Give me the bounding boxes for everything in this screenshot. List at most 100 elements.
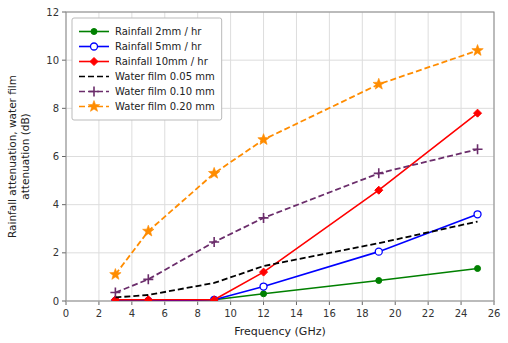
y-axis-label-line: attenuation (dB) <box>19 113 31 199</box>
series <box>110 45 484 280</box>
y-tick <box>62 204 66 205</box>
x-axis-label: Frequency (GHz) <box>234 325 325 338</box>
y-tick <box>62 12 66 13</box>
series-line <box>115 214 477 301</box>
plot-background <box>66 12 494 301</box>
x-tick-label: 22 <box>422 308 435 319</box>
point <box>475 265 481 271</box>
series <box>115 222 477 298</box>
x-tick-label: 0 <box>63 308 69 319</box>
legend-marker <box>91 43 98 50</box>
legend-label: Rainfall 2mm / hr <box>115 26 202 37</box>
point <box>376 278 382 284</box>
series-line <box>115 222 477 298</box>
point <box>260 283 267 290</box>
point <box>261 291 267 297</box>
x-tick <box>197 301 198 305</box>
y-grid-line <box>66 204 494 205</box>
point <box>259 213 269 223</box>
x-tick <box>461 301 462 305</box>
legend: Rainfall 2mm / hr Rainfall 5mm / hr Rainfa… <box>72 18 222 120</box>
x-tick <box>66 301 67 305</box>
point <box>474 211 481 218</box>
legend-label: Water film 0.20 mm <box>115 101 215 112</box>
y-tick <box>62 301 66 302</box>
series <box>111 109 481 301</box>
x-tick-label: 8 <box>195 308 201 319</box>
point <box>210 296 218 301</box>
x-tick-label: 10 <box>224 308 237 319</box>
point <box>375 248 382 255</box>
x-tick-label: 20 <box>389 308 402 319</box>
point <box>211 297 217 301</box>
y-axis-label: Rainfall attenuation, water filmattenuat… <box>6 75 31 238</box>
x-tick <box>131 301 132 305</box>
x-tick <box>395 301 396 305</box>
series-line <box>115 113 477 300</box>
x-tick <box>296 301 297 305</box>
series <box>112 211 481 301</box>
point <box>211 296 218 301</box>
x-tick <box>329 301 330 305</box>
x-tick <box>98 301 99 305</box>
series-line <box>115 268 477 301</box>
point <box>208 167 219 178</box>
series <box>112 265 480 301</box>
point <box>260 268 268 276</box>
point <box>110 269 121 280</box>
chart: 02468101214161820222426024681012Frequenc… <box>0 0 508 343</box>
axes: 02468101214161820222426024681012 <box>46 7 500 320</box>
x-tick-label: 4 <box>129 308 135 319</box>
point <box>143 225 154 236</box>
legend-marker <box>91 29 97 35</box>
y-tick <box>62 108 66 109</box>
point <box>375 186 383 194</box>
y-tick-label: 0 <box>53 296 59 307</box>
y-tick <box>62 156 66 157</box>
x-tick <box>362 301 363 305</box>
series-line <box>115 149 477 292</box>
x-tick <box>263 301 264 305</box>
x-tick-label: 12 <box>257 308 270 319</box>
series <box>110 144 482 297</box>
point <box>473 144 483 154</box>
y-tick <box>62 60 66 61</box>
x-tick <box>230 301 231 305</box>
y-tick-label: 12 <box>46 7 59 18</box>
point <box>143 274 153 284</box>
y-tick <box>62 252 66 253</box>
x-tick-label: 26 <box>488 308 501 319</box>
point <box>110 288 120 298</box>
legend-label: Water film 0.05 mm <box>115 71 215 82</box>
point <box>472 45 483 56</box>
legend-marker <box>88 101 99 112</box>
x-tick-label: 18 <box>356 308 369 319</box>
x-tick-label: 6 <box>162 308 168 319</box>
legend-box <box>72 18 222 120</box>
point <box>144 296 152 301</box>
x-tick-label: 16 <box>323 308 336 319</box>
x-tick <box>164 301 165 305</box>
point <box>474 109 482 117</box>
legend-label: Rainfall 10mm / hr <box>115 56 209 67</box>
legend-label: Rainfall 5mm / hr <box>115 41 202 52</box>
y-grid-line <box>66 252 494 253</box>
y-tick-label: 6 <box>53 151 59 162</box>
legend-label: Water film 0.10 mm <box>115 86 215 97</box>
y-tick-label: 2 <box>53 247 59 258</box>
x-tick-label: 24 <box>455 308 468 319</box>
y-tick-label: 8 <box>53 103 59 114</box>
legend-marker <box>90 58 98 66</box>
y-tick-label: 10 <box>46 55 59 66</box>
point <box>258 134 269 145</box>
point <box>373 78 384 89</box>
x-tick-label: 2 <box>96 308 102 319</box>
x-tick <box>494 301 495 305</box>
y-axis-label-line: Rainfall attenuation, water film <box>6 75 18 238</box>
legend-line <box>79 76 109 78</box>
x-tick-label: 14 <box>290 308 303 319</box>
point <box>374 168 384 178</box>
y-grid-line <box>66 156 494 157</box>
x-tick <box>428 301 429 305</box>
plot-frame <box>66 12 494 301</box>
